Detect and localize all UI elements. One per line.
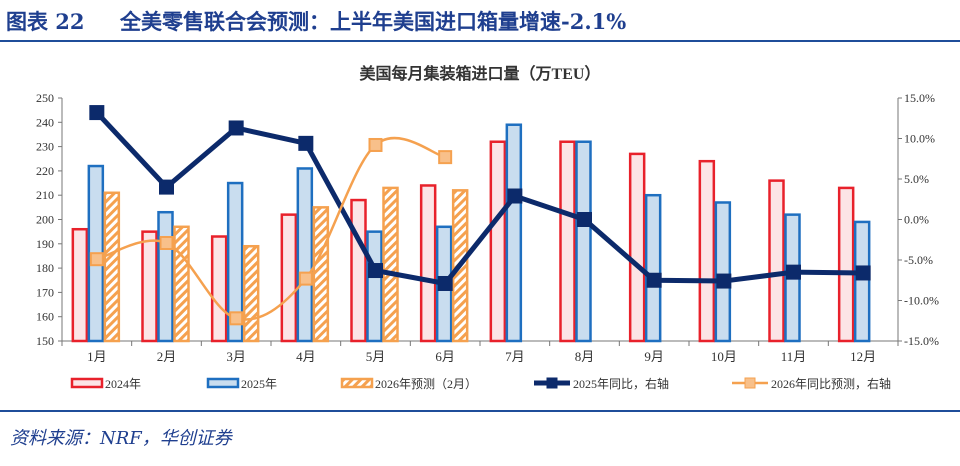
marker-2025年同比，右轴 [855,265,871,281]
bar-2024年 [768,179,785,343]
marker-2026年同比预测，右轴 [229,311,244,326]
bar-2026年预测（2月） [242,244,260,343]
bar-2026年预测（2月） [312,206,330,343]
marker-2026年同比预测，右轴 [159,235,174,250]
bar-2024年 [628,152,646,343]
bar-2024年 [559,140,576,343]
bar-2026年预测（2月） [173,225,190,343]
marker-2026年同比预测，右轴 [368,137,383,152]
x-tick-label: 2月 [157,349,177,364]
y2-tick-label: 15.0% [904,91,935,105]
x-tick-label: 4月 [296,349,316,364]
marker-2025年同比，右轴 [159,179,174,195]
bar-2024年 [71,227,89,343]
y-tick-label: 220 [36,164,54,178]
legend-label: 2024年 [105,377,141,391]
marker-2026年同比预测，右轴 [438,150,453,165]
y-tick-label: 210 [36,188,54,202]
y-tick-label: 250 [36,91,54,105]
chart-title: 美国每月集装箱进口量（万TEU） [360,64,601,83]
marker-2025年同比，右轴 [298,135,314,151]
y-tick-label: 190 [36,237,54,251]
y2-tick-label: -15.0% [904,334,939,348]
bar-2024年 [141,230,158,343]
y-tick-label: 150 [36,334,54,348]
bar-2025年 [644,193,662,343]
bar-2024年 [350,198,367,343]
bar-2024年 [210,235,228,343]
y-tick-label: 240 [36,115,54,129]
marker-2026年同比预测，右轴 [89,252,104,267]
marker-2025年同比，右轴 [507,188,523,204]
marker-2025年同比，右轴 [786,264,801,280]
marker-2025年同比，右轴 [89,105,105,121]
y-tick-label: 180 [36,261,54,275]
legend-swatch [206,377,240,389]
x-tick-label: 3月 [226,349,246,364]
x-tick-label: 8月 [575,349,595,364]
marker-2025年同比，右轴 [577,212,592,227]
legend-marker [546,377,558,389]
marker-2025年同比，右轴 [716,273,732,289]
y2-tick-label: 5.0% [904,172,929,186]
x-tick-label: 9月 [644,349,664,364]
y-tick-label: 200 [36,213,54,227]
x-tick-label: 12月 [850,349,876,364]
figure-label: 图表 22 [6,9,85,34]
x-tick-label: 7月 [505,349,525,364]
x-tick-label: 6月 [435,349,455,364]
legend-label: 2025年同比，右轴 [573,376,669,391]
bar-2025年 [366,230,383,343]
y2-tick-label: 0.0% [904,213,929,227]
x-tick-label: 1月 [87,349,107,364]
bar-2026年预测（2月） [103,191,121,343]
marker-2025年同比，右轴 [368,263,383,279]
legend-label: 2026年同比预测，右轴 [771,376,891,391]
bar-2025年 [505,123,523,343]
bar-2024年 [698,159,716,343]
bar-2025年 [853,220,871,343]
figure-title: 全美零售联合会预测：上半年美国进口箱量增速-2.1% [120,9,627,34]
y-tick-label: 170 [36,285,54,299]
marker-2025年同比，右轴 [437,275,453,291]
y2-tick-label: -5.0% [904,253,933,267]
bar-2024年 [489,140,507,343]
legend-swatch [70,377,104,389]
y2-tick-label: -10.0% [904,294,939,308]
figure-header: 图表 22 全美零售联合会预测：上半年美国进口箱量增速-2.1% [0,0,960,42]
marker-2026年同比预测，右轴 [298,271,313,286]
source-note: 资料来源：NRF，华创证券 [0,410,960,449]
legend-label: 2025年 [241,377,277,391]
bar-2025年 [296,167,314,343]
source-text: 资料来源：NRF，华创证券 [10,428,232,449]
legend-swatch [340,377,374,389]
chart: 美国每月集装箱进口量（万TEU） 150 160 170 180 190 200 210 22… [36,64,939,391]
bar-2026年预测（2月） [382,186,399,343]
line-2025年同比，右轴 [95,110,864,287]
bar-2025年 [226,181,244,343]
y-tick-label: 230 [36,140,54,154]
y2-tick-label: 10.0% [904,132,935,146]
x-tick-label: 10月 [711,349,737,364]
bar-2024年 [419,184,437,343]
bar-2025年 [575,140,592,343]
x-tick-label: 11月 [781,349,807,364]
legend-marker [744,377,756,389]
x-tick-label: 5月 [366,349,386,364]
bar-2024年 [837,186,855,343]
marker-2025年同比，右轴 [228,120,244,136]
bar-2024年 [280,213,298,343]
marker-2025年同比，右轴 [646,272,662,288]
legend-label: 2026年预测（2月） [375,377,477,391]
bar-2025年 [157,210,174,343]
y-tick-label: 160 [36,310,54,324]
bar-2025年 [714,201,732,343]
